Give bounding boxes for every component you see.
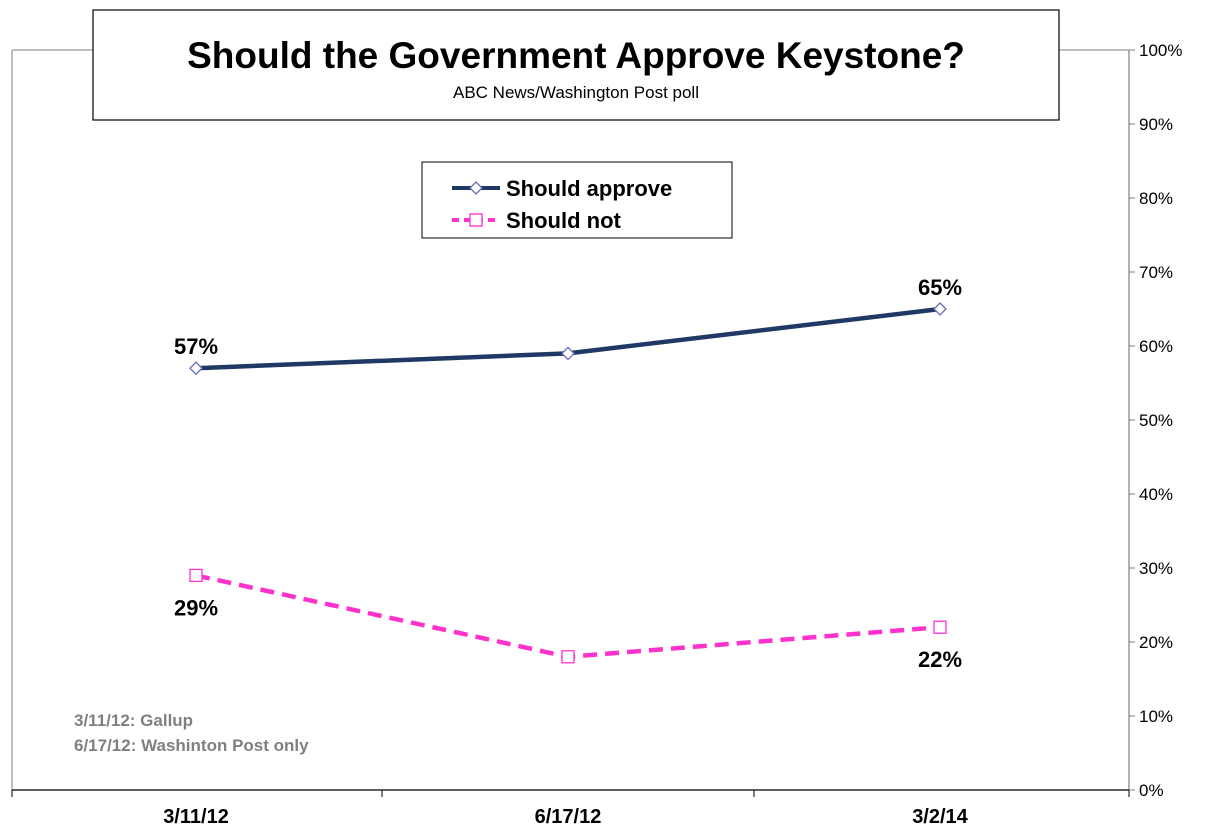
y-tick-label: 40% (1139, 485, 1173, 504)
data-label: 65% (918, 275, 962, 300)
series-layer (189, 302, 947, 664)
data-point-should-not (189, 568, 203, 583)
source-notes: 3/11/12: Gallup 6/17/12: Washinton Post o… (74, 711, 309, 755)
x-axis-labels: 3/11/12 6/17/12 3/2/14 (163, 806, 968, 828)
series-line-should-not (195, 573, 941, 660)
x-tick-label: 3/11/12 (163, 806, 229, 828)
data-point-should-not (561, 650, 575, 664)
y-tick-label: 80% (1139, 189, 1173, 208)
chart-title: Should the Government Approve Keystone? (187, 35, 965, 76)
y-axis: 0% 10% 20% 30% 40% 50% 60% 70% 80% 90% 100% (1129, 41, 1182, 800)
title-box (92, 9, 1060, 121)
legend-marker (469, 213, 483, 227)
y-tick-label: 0% (1139, 781, 1164, 800)
y-tick-label: 100% (1139, 41, 1182, 60)
data-label: 22% (918, 647, 962, 672)
y-tick-label: 50% (1139, 411, 1173, 430)
y-tick-label: 20% (1139, 633, 1173, 652)
data-point-should-approve (189, 361, 203, 376)
data-point-should-approve (561, 346, 575, 361)
legend-marker (469, 181, 483, 195)
y-tick-label: 70% (1139, 263, 1173, 282)
data-point-should-not (933, 620, 947, 634)
source-note: 3/11/12: Gallup (74, 711, 193, 730)
x-axis-ticks (11, 790, 1130, 797)
legend-label: Should approve (506, 176, 672, 201)
data-labels: 57% 65% 29% 22% (174, 275, 962, 672)
y-tick-label: 90% (1139, 115, 1173, 134)
data-point-should-approve (933, 302, 947, 316)
y-tick-label: 30% (1139, 559, 1173, 578)
legend-label: Should not (506, 208, 622, 233)
y-tick-label: 10% (1139, 707, 1173, 726)
chart-subtitle: ABC News/Washington Post poll (453, 83, 699, 102)
x-tick-label: 3/2/14 (912, 806, 968, 828)
x-tick-label: 6/17/12 (535, 806, 602, 828)
y-tick-label: 60% (1139, 337, 1173, 356)
data-label: 29% (174, 595, 218, 620)
legend: Should approve Should not (452, 176, 672, 233)
source-note: 6/17/12: Washinton Post only (74, 736, 309, 755)
data-label: 57% (174, 334, 218, 359)
